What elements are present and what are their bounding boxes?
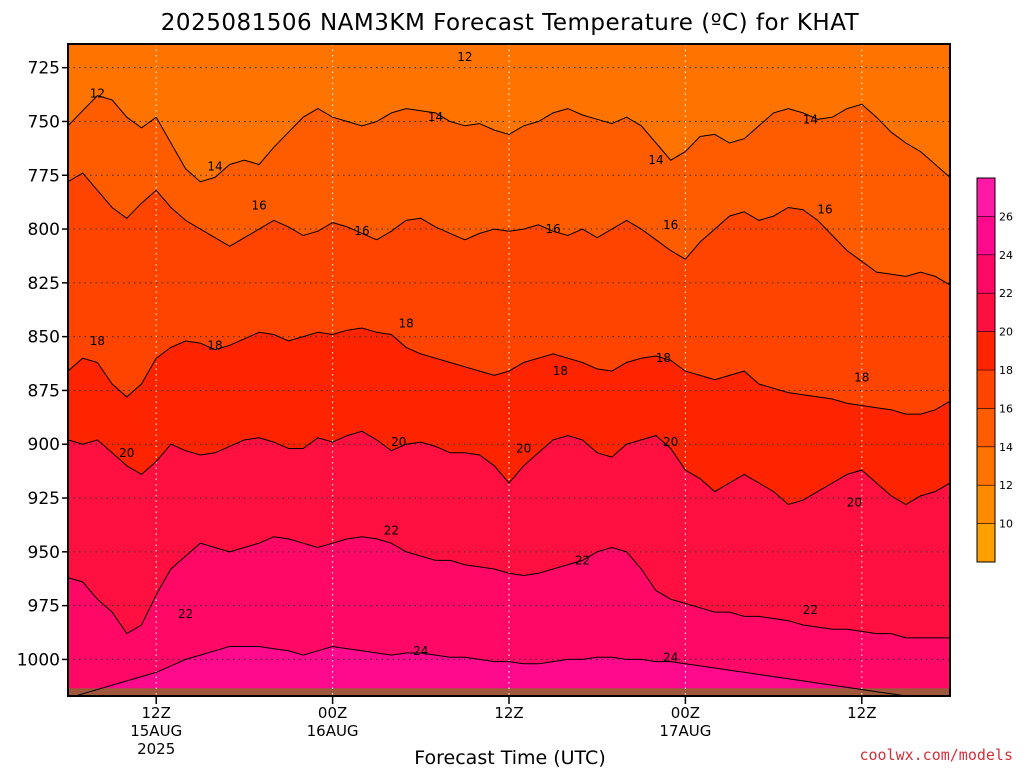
contour-label: 22 (575, 553, 590, 567)
contour-label: 18 (90, 334, 105, 348)
contour-label: 18 (398, 317, 413, 331)
contour-label: 20 (663, 435, 678, 449)
y-tick-label: 900 (28, 435, 60, 455)
contour-label: 16 (545, 222, 560, 236)
contour-label: 22 (384, 523, 399, 537)
colorbar-swatch (977, 408, 995, 448)
plot-area: 12 12 14 14 14 14 16 16 16 16 16 18 18 18 18 18 18 20 20 20… (68, 40, 950, 696)
y-tick-label: 775 (28, 166, 60, 186)
colorbar-swatch (977, 178, 995, 217)
contour-label: 16 (817, 203, 832, 217)
contour-label: 16 (354, 224, 369, 238)
contour-label: 22 (803, 603, 818, 617)
colorbar-swatch (977, 370, 995, 409)
y-tick-label: 825 (28, 274, 60, 294)
contour-label: 24 (413, 644, 428, 658)
colorbar-label: 24 (999, 249, 1013, 262)
contour-label: 16 (663, 218, 678, 232)
colorbar-label: 16 (999, 402, 1013, 415)
contour-label: 12 (90, 86, 105, 100)
colorbar-label: 26 (999, 210, 1013, 223)
y-tick-label: 750 (28, 112, 60, 132)
colorbar-swatch (977, 485, 995, 525)
isotherm-18 (68, 327, 950, 415)
contour-label: 18 (656, 351, 671, 365)
contour-label: 22 (178, 607, 193, 621)
x-tick-label: 12Z (494, 704, 523, 722)
colorbar-swatch (977, 446, 995, 486)
y-tick-label: 850 (28, 328, 60, 348)
contour-label: 20 (119, 446, 134, 460)
y-tick-label: 725 (28, 59, 60, 79)
x-tick-label: 00Z (671, 704, 700, 722)
x-tick-label: 12Z (847, 704, 876, 722)
pressure-axis: 725 750 775 800 825 850 875 900 925 950 975 1000 (17, 59, 68, 670)
x-tick-label: 12Z (142, 704, 171, 722)
isotherm-14 (68, 95, 950, 183)
colorbar: 10 12 14 16 18 20 22 24 26 (976, 177, 1013, 563)
x-tick-date: 15AUG (130, 722, 182, 740)
grid-lines (68, 44, 950, 696)
isotherm-16 (68, 172, 950, 286)
contour-label: 18 (553, 364, 568, 378)
contour-label: 20 (847, 495, 862, 509)
contour-label: 24 (663, 650, 678, 664)
colorbar-label: 10 (999, 518, 1013, 531)
contour-label: 20 (391, 435, 406, 449)
y-tick-label: 1000 (17, 650, 60, 670)
credit-text[interactable]: coolwx.com/models (859, 746, 1013, 764)
x-axis-label: Forecast Time (UTC) (414, 747, 605, 768)
y-tick-label: 975 (28, 597, 60, 617)
y-tick-label: 800 (28, 220, 60, 240)
contour-label: 12 (457, 50, 472, 64)
x-tick-date: 17AUG (659, 722, 711, 740)
colorbar-label: 14 (999, 441, 1013, 454)
isotherm-20 (68, 430, 950, 506)
isotherm-22 (68, 536, 950, 639)
contour-label: 14 (428, 110, 443, 124)
contour-label: 16 (251, 198, 266, 212)
y-tick-label: 950 (28, 543, 60, 563)
colorbar-swatch (977, 523, 995, 563)
contour-label: 14 (803, 112, 818, 126)
x-tick-label: 00Z (318, 704, 347, 722)
colorbar-swatch (977, 331, 995, 371)
colorbar-label: 20 (999, 326, 1013, 339)
contour-label: 18 (854, 371, 869, 385)
colorbar-swatch (977, 293, 995, 333)
isotherm-24 (73, 645, 910, 696)
terrain-layer (68, 688, 950, 696)
colorbar-swatch (977, 216, 995, 256)
contour-label: 18 (207, 338, 222, 352)
y-tick-label: 925 (28, 489, 60, 509)
contour-label: 14 (207, 160, 222, 174)
y-tick-label: 875 (28, 381, 60, 401)
band-above-24 (75, 646, 906, 696)
isotherm-12 (68, 40, 950, 42)
contour-label: 14 (648, 153, 663, 167)
x-tick-year: 2025 (137, 740, 175, 758)
colorbar-label: 18 (999, 364, 1013, 377)
chart-title: 2025081506 NAM3KM Forecast Temperature (… (161, 10, 860, 36)
contour-labels: 12 12 14 14 14 14 16 16 16 16 16 18 18 18 18 18 18 20 20 20… (90, 50, 870, 664)
terrain-fill (68, 688, 950, 696)
x-tick-date: 16AUG (307, 722, 359, 740)
isotherm-contours (68, 40, 950, 696)
contour-label: 20 (516, 442, 531, 456)
colorbar-label: 12 (999, 479, 1013, 492)
colorbar-label: 22 (999, 287, 1013, 300)
colorbar-swatch (977, 254, 995, 294)
